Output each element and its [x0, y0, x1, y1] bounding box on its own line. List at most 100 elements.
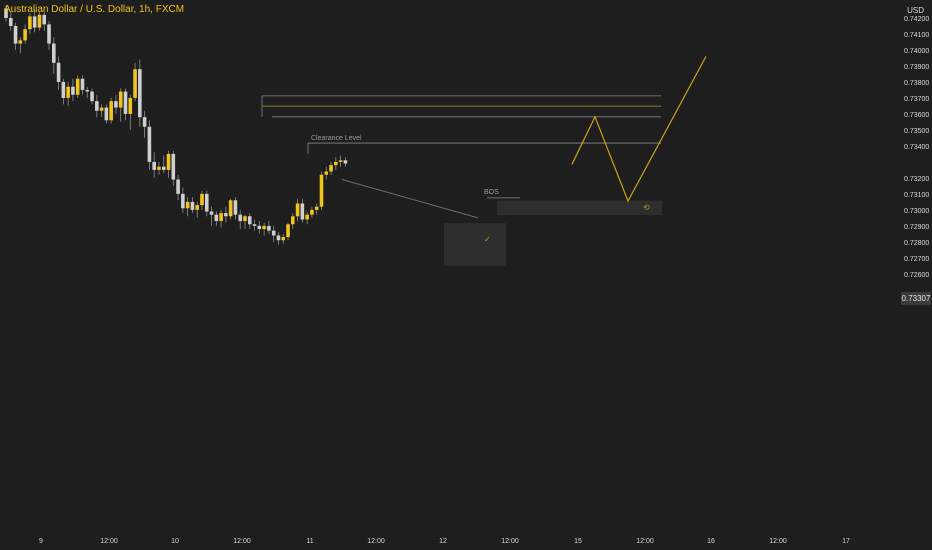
candle-body [329, 165, 333, 172]
candle [267, 221, 271, 234]
candle [157, 161, 161, 175]
candle [109, 97, 113, 124]
candle-body [338, 160, 343, 162]
candle-body [219, 213, 223, 222]
price-tick-label: 0.74200 [904, 16, 929, 23]
candle-body [291, 216, 295, 225]
candle-body [52, 43, 56, 63]
candle-body [18, 40, 23, 44]
candle-body [243, 216, 247, 222]
candle [224, 206, 228, 223]
candle-body [166, 153, 171, 170]
candle-body [171, 153, 176, 180]
candle [334, 157, 338, 170]
candle [13, 22, 18, 50]
price-tick-label: 0.73200 [904, 176, 929, 183]
price-axis[interactable]: 0.74200 0.74100 0.74000 0.73900 0.73800 0.737… [904, 16, 929, 279]
price-tick-label: 0.72800 [904, 240, 929, 247]
price-tick-label: 0.73000 [904, 208, 929, 215]
candle [276, 232, 281, 246]
candle-body [271, 230, 276, 236]
candle [123, 88, 128, 121]
candle-body [152, 161, 156, 170]
time-tick-label: 12:00 [100, 538, 118, 545]
candle-body [104, 107, 109, 121]
candle-body [195, 205, 199, 210]
candle-body [8, 18, 13, 26]
candle-body [123, 91, 128, 114]
price-tick-label: 0.73700 [904, 96, 929, 103]
candle [209, 206, 214, 226]
candle [195, 201, 199, 218]
candle-body [133, 69, 137, 98]
candle-body [142, 117, 147, 127]
candle-body [47, 24, 51, 44]
candle-body [314, 206, 319, 210]
time-tick-label: 16 [707, 538, 715, 545]
candle-body [300, 203, 305, 220]
time-tick-label: 12 [439, 538, 447, 545]
candle-body [324, 171, 329, 175]
price-tick-label: 0.72600 [904, 272, 929, 279]
candle [219, 209, 223, 228]
candle-body [56, 62, 61, 82]
candle [52, 37, 56, 74]
candle [128, 94, 133, 130]
candle-body [286, 224, 290, 238]
candle [329, 161, 333, 175]
candle-body [42, 14, 47, 25]
candle-body [276, 235, 281, 241]
candle-body [80, 78, 85, 90]
candle [233, 197, 238, 220]
candle-body [114, 101, 118, 108]
candle [99, 104, 104, 118]
candle [85, 86, 90, 98]
demand-zone [444, 223, 506, 266]
candle-body [147, 126, 152, 162]
projection-path-line [571, 56, 707, 203]
candle [138, 59, 142, 127]
candle [262, 222, 266, 236]
candle-body [343, 160, 348, 164]
candle-body [85, 89, 90, 92]
candle [181, 187, 185, 214]
candle-body [90, 91, 94, 102]
candle [23, 24, 27, 44]
candle-body [109, 101, 113, 121]
candle-body [305, 214, 309, 220]
candle [314, 203, 319, 215]
candle-body [185, 201, 190, 209]
price-tick-label: 0.73100 [904, 192, 929, 199]
candle-body [176, 179, 180, 194]
bos-label: BOS [484, 189, 499, 196]
candle-body [228, 200, 233, 217]
candle [66, 81, 70, 106]
candle [176, 174, 180, 201]
candle-body [138, 69, 142, 118]
time-tick-label: 12:00 [367, 538, 385, 545]
candle [118, 88, 123, 122]
candle [56, 56, 61, 90]
candle [104, 104, 109, 124]
candle [32, 10, 37, 33]
price-tick-label: 0.73500 [904, 128, 929, 135]
candle-body [32, 16, 37, 28]
reaction-zone [497, 200, 662, 215]
candle [80, 75, 85, 95]
clearance-level-label: Clearance Level [311, 135, 362, 142]
time-axis[interactable]: 9 12:00 10 12:00 11 12:00 12 12:00 15 12:00 16 12:0… [39, 538, 850, 545]
candle-body [75, 78, 80, 95]
candle [252, 219, 257, 231]
candle [291, 213, 295, 230]
annotation-labels: Clearance Level BOS ✓ ⟲ [311, 135, 650, 244]
candle-body [181, 193, 185, 209]
candle [257, 221, 262, 234]
candle-body [281, 237, 286, 241]
candles [4, 5, 348, 246]
candle-body [71, 86, 75, 95]
candle [161, 155, 166, 174]
candle [47, 21, 51, 50]
cycle-icon: ⟲ [643, 203, 650, 212]
candle [204, 190, 209, 217]
